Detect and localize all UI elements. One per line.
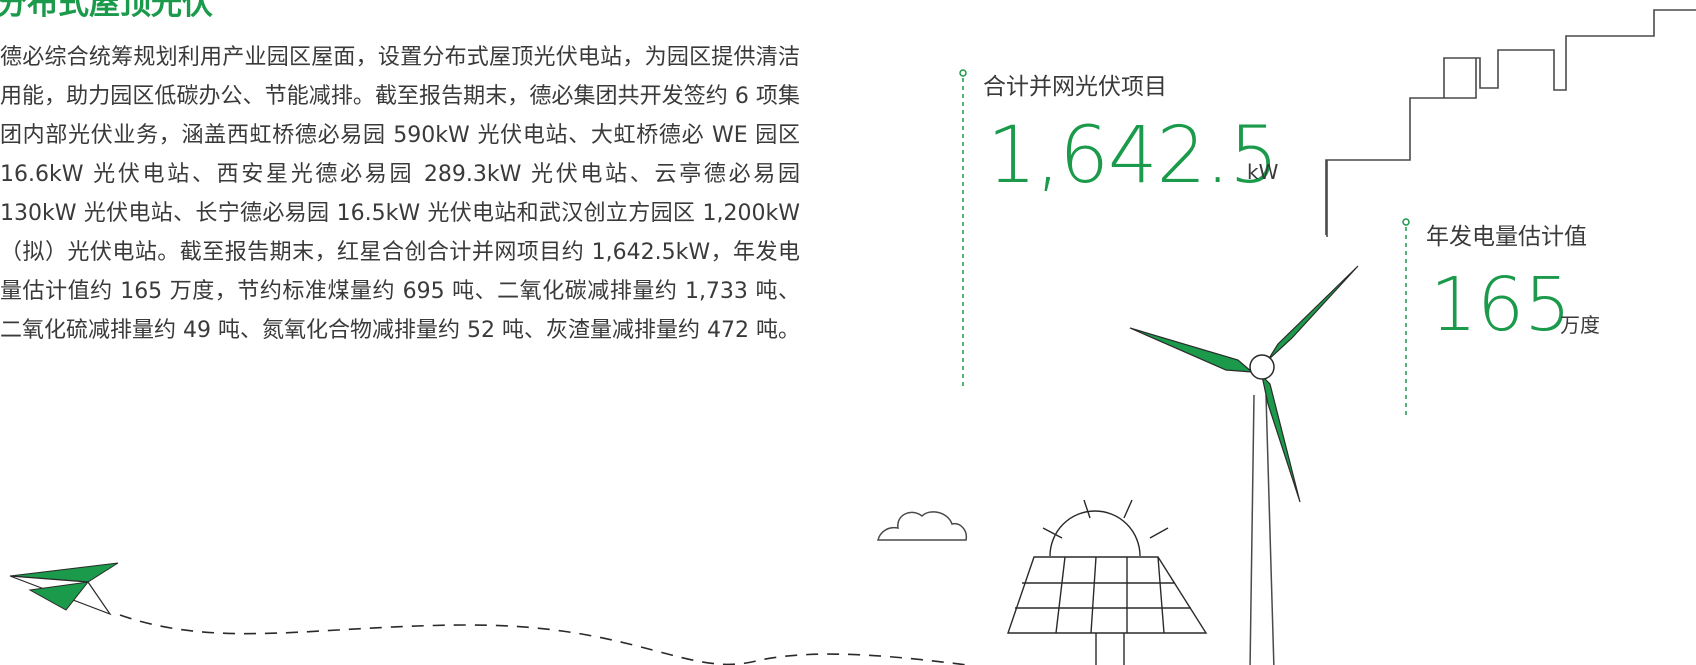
wind-turbine-icon [1130, 266, 1358, 665]
body-paragraph: 德必综合统筹规划利用产业园区屋面，设置分布式屋顶光伏电站，为园区提供清洁用能，助… [0, 38, 800, 350]
stat-unit: kW [1247, 160, 1278, 184]
stat-label: 年发电量估计值 [1426, 217, 1587, 251]
stair-line-graphic [1326, 10, 1696, 237]
cloud-icon [878, 512, 966, 540]
stat-label: 合计并网光伏项目 [983, 67, 1167, 101]
stat-value: 165 [1430, 268, 1571, 342]
stat-unit: 万度 [1560, 309, 1600, 338]
section-title: 分布式屋顶光伏 [0, 0, 213, 23]
paper-plane-icon [10, 563, 990, 665]
stat-value: 1,642.5 [987, 117, 1278, 195]
solar-panel-icon [1008, 500, 1206, 665]
